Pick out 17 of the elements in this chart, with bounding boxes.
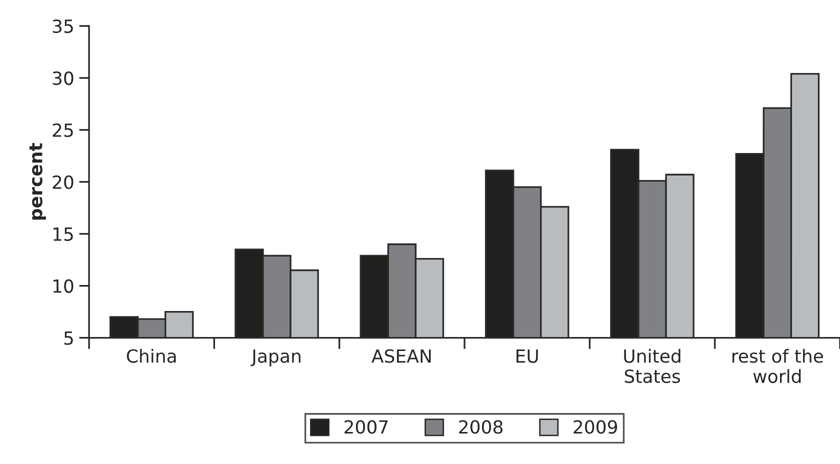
y-tick-label: 30 bbox=[52, 71, 74, 86]
y-tick-label: 25 bbox=[52, 123, 73, 138]
x-tick-label: rest of the world bbox=[732, 348, 824, 384]
x-tick-label: United States bbox=[624, 348, 680, 384]
y-tick-label: 20 bbox=[52, 175, 74, 190]
legend-label: 2008 bbox=[459, 420, 503, 434]
y-axis-title: percent bbox=[29, 143, 46, 220]
y-tick-label: 15 bbox=[53, 228, 73, 241]
x-tick-label: Japan bbox=[250, 349, 300, 366]
x-tick-label: China bbox=[126, 348, 176, 363]
x-tick-label: EU bbox=[516, 349, 538, 363]
y-tick-label: 5 bbox=[64, 331, 73, 345]
x-tick-label: ASEAN bbox=[372, 349, 431, 363]
legend-label: 2009 bbox=[574, 420, 618, 434]
y-tick-label: 35 bbox=[52, 19, 73, 34]
legend-label: 2007 bbox=[344, 420, 388, 434]
y-tick-label: 10 bbox=[53, 279, 74, 293]
